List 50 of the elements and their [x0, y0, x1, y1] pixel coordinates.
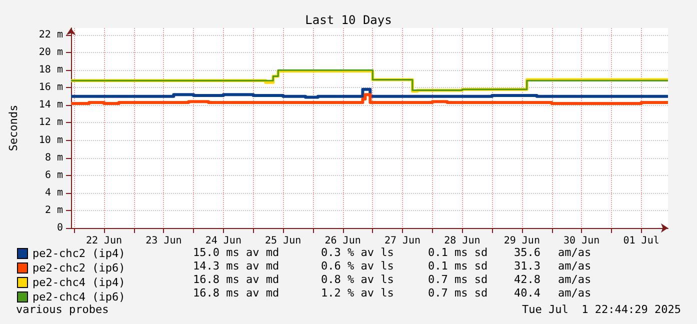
y-tick-label: 16 m [38, 82, 63, 94]
y-tick-label: 10 m [38, 134, 63, 146]
text: 0.7 ms sd [428, 286, 488, 300]
x-tick-label: 26 Jun [324, 236, 361, 246]
x-tick-label: 27 Jun [384, 236, 421, 246]
text: am/as [558, 246, 592, 259]
y-tick-label: 6 m [44, 170, 63, 181]
y-tick-label: 4 m [44, 187, 63, 198]
y-tick-label: 0 [56, 222, 63, 234]
legend-label: pe2-chc4 (ip4) [32, 276, 126, 289]
text: 16.8 ms av md [193, 273, 280, 286]
text: 16.8 ms av md [193, 286, 280, 300]
y-tick-label: 20 m [38, 47, 63, 58]
text: 0.7 ms sd [428, 273, 488, 286]
y-axis-title: Seconds [7, 104, 20, 152]
y-tick-label: 8 m [44, 152, 63, 164]
text: am/as [558, 273, 592, 286]
x-tick-label: 23 Jun [146, 236, 182, 246]
x-tick-label: 22 Jun [86, 236, 122, 246]
text: 35.6 [514, 246, 540, 259]
text: am/as [558, 260, 592, 272]
text: 0.8 % av ls [321, 273, 394, 286]
text: 1.2 % av ls [321, 286, 394, 300]
text: 0.6 % av ls [321, 260, 394, 272]
text: 15.0 ms av md [193, 246, 280, 259]
text: 0.1 ms sd [428, 246, 488, 259]
y-tick-label: 22 m [38, 30, 63, 41]
y-tick-label: 14 m [38, 100, 63, 111]
x-tick-label: 01 Jul [623, 236, 660, 246]
y-tick-label: 18 m [38, 64, 63, 76]
x-tick-label: 24 Jun [205, 236, 242, 246]
legend-label: pe2-chc4 (ip6) [32, 290, 126, 304]
chart-title: Last 10 Days [305, 13, 392, 27]
x-tick-label: 30 Jun [564, 236, 600, 246]
text: 40.4 [514, 286, 541, 300]
x-tick-label: 25 Jun [265, 236, 302, 246]
x-tick-label: 29 Jun [504, 236, 540, 246]
text: am/as [558, 286, 592, 300]
legend-label: pe2-chc2 (ip4) [32, 247, 126, 260]
text: 14.3 ms av md [193, 260, 280, 272]
text: Tue Jul 1 22:44:29 2025 [522, 303, 682, 316]
text: 0.3 % av ls [321, 246, 394, 259]
text: 31.3 [514, 260, 540, 272]
text: various probes [16, 303, 109, 316]
x-tick-label: 28 Jun [444, 236, 480, 246]
text: 0.1 ms sd [428, 260, 488, 272]
y-tick-label: 2 m [44, 204, 63, 216]
y-tick-label: 12 m [38, 117, 63, 128]
legend-label: pe2-chc2 (ip6) [32, 262, 126, 274]
text: 42.8 [514, 273, 540, 286]
